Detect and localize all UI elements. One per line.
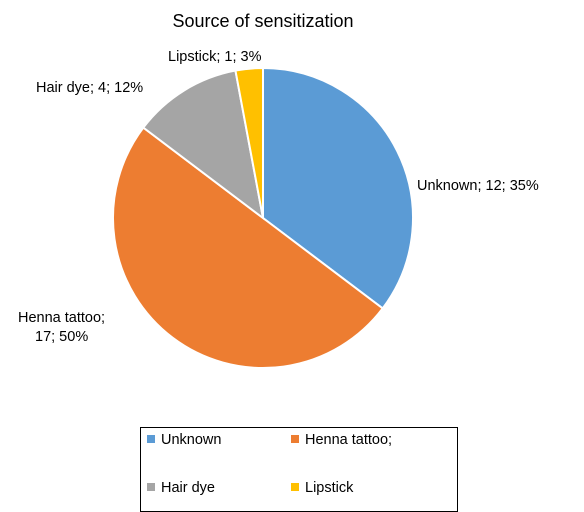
legend-item-hair-dye: Hair dye bbox=[147, 480, 215, 496]
legend-swatch-hair-dye bbox=[147, 483, 155, 491]
legend-swatch-lipstick bbox=[291, 483, 299, 491]
legend: Unknown Henna tattoo; Hair dye Lipstick bbox=[140, 427, 458, 512]
pie-slice-unknown bbox=[262, 66, 414, 310]
data-label-henna-tattoo: Henna tattoo; 17; 50% bbox=[18, 310, 105, 345]
legend-swatch-unknown bbox=[147, 435, 155, 443]
legend-swatch-henna-tattoo bbox=[291, 435, 299, 443]
chart-title: Source of sensitization bbox=[172, 11, 353, 31]
legend-item-henna-tattoo: Henna tattoo; bbox=[291, 432, 392, 448]
pie-chart: Source of sensitization Unknown; 12; 35%… bbox=[18, 11, 539, 369]
data-label-line: Lipstick; 1; 3% bbox=[168, 49, 262, 65]
pie-slice-hair-dye bbox=[141, 69, 265, 221]
legend-item-unknown: Unknown bbox=[147, 432, 221, 448]
data-labels: Unknown; 12; 35% Henna tattoo; 17; 50% Hair… bbox=[18, 49, 539, 345]
legend-label-henna-tattoo: Henna tattoo; bbox=[305, 432, 393, 448]
legend-label-unknown: Unknown bbox=[161, 432, 222, 448]
legend-item-lipstick: Lipstick bbox=[291, 480, 353, 496]
data-label-line: Hair dye; 4; 12% bbox=[36, 80, 143, 96]
data-label-line: Unknown; 12; 35% bbox=[417, 178, 539, 194]
data-label-lipstick: Lipstick; 1; 3% bbox=[168, 49, 262, 65]
legend-label-lipstick: Lipstick bbox=[305, 480, 354, 496]
data-label-line: Henna tattoo; bbox=[18, 310, 105, 326]
pie-slice-henna-tattoo bbox=[112, 126, 385, 369]
data-label-line: 17; 50% bbox=[35, 329, 88, 345]
pie-slices bbox=[112, 66, 414, 369]
pie-slice-lipstick bbox=[234, 66, 264, 219]
data-label-hair-dye: Hair dye; 4; 12% bbox=[36, 80, 143, 96]
legend-label-hair-dye: Hair dye bbox=[161, 480, 215, 496]
data-label-unknown: Unknown; 12; 35% bbox=[417, 178, 539, 194]
